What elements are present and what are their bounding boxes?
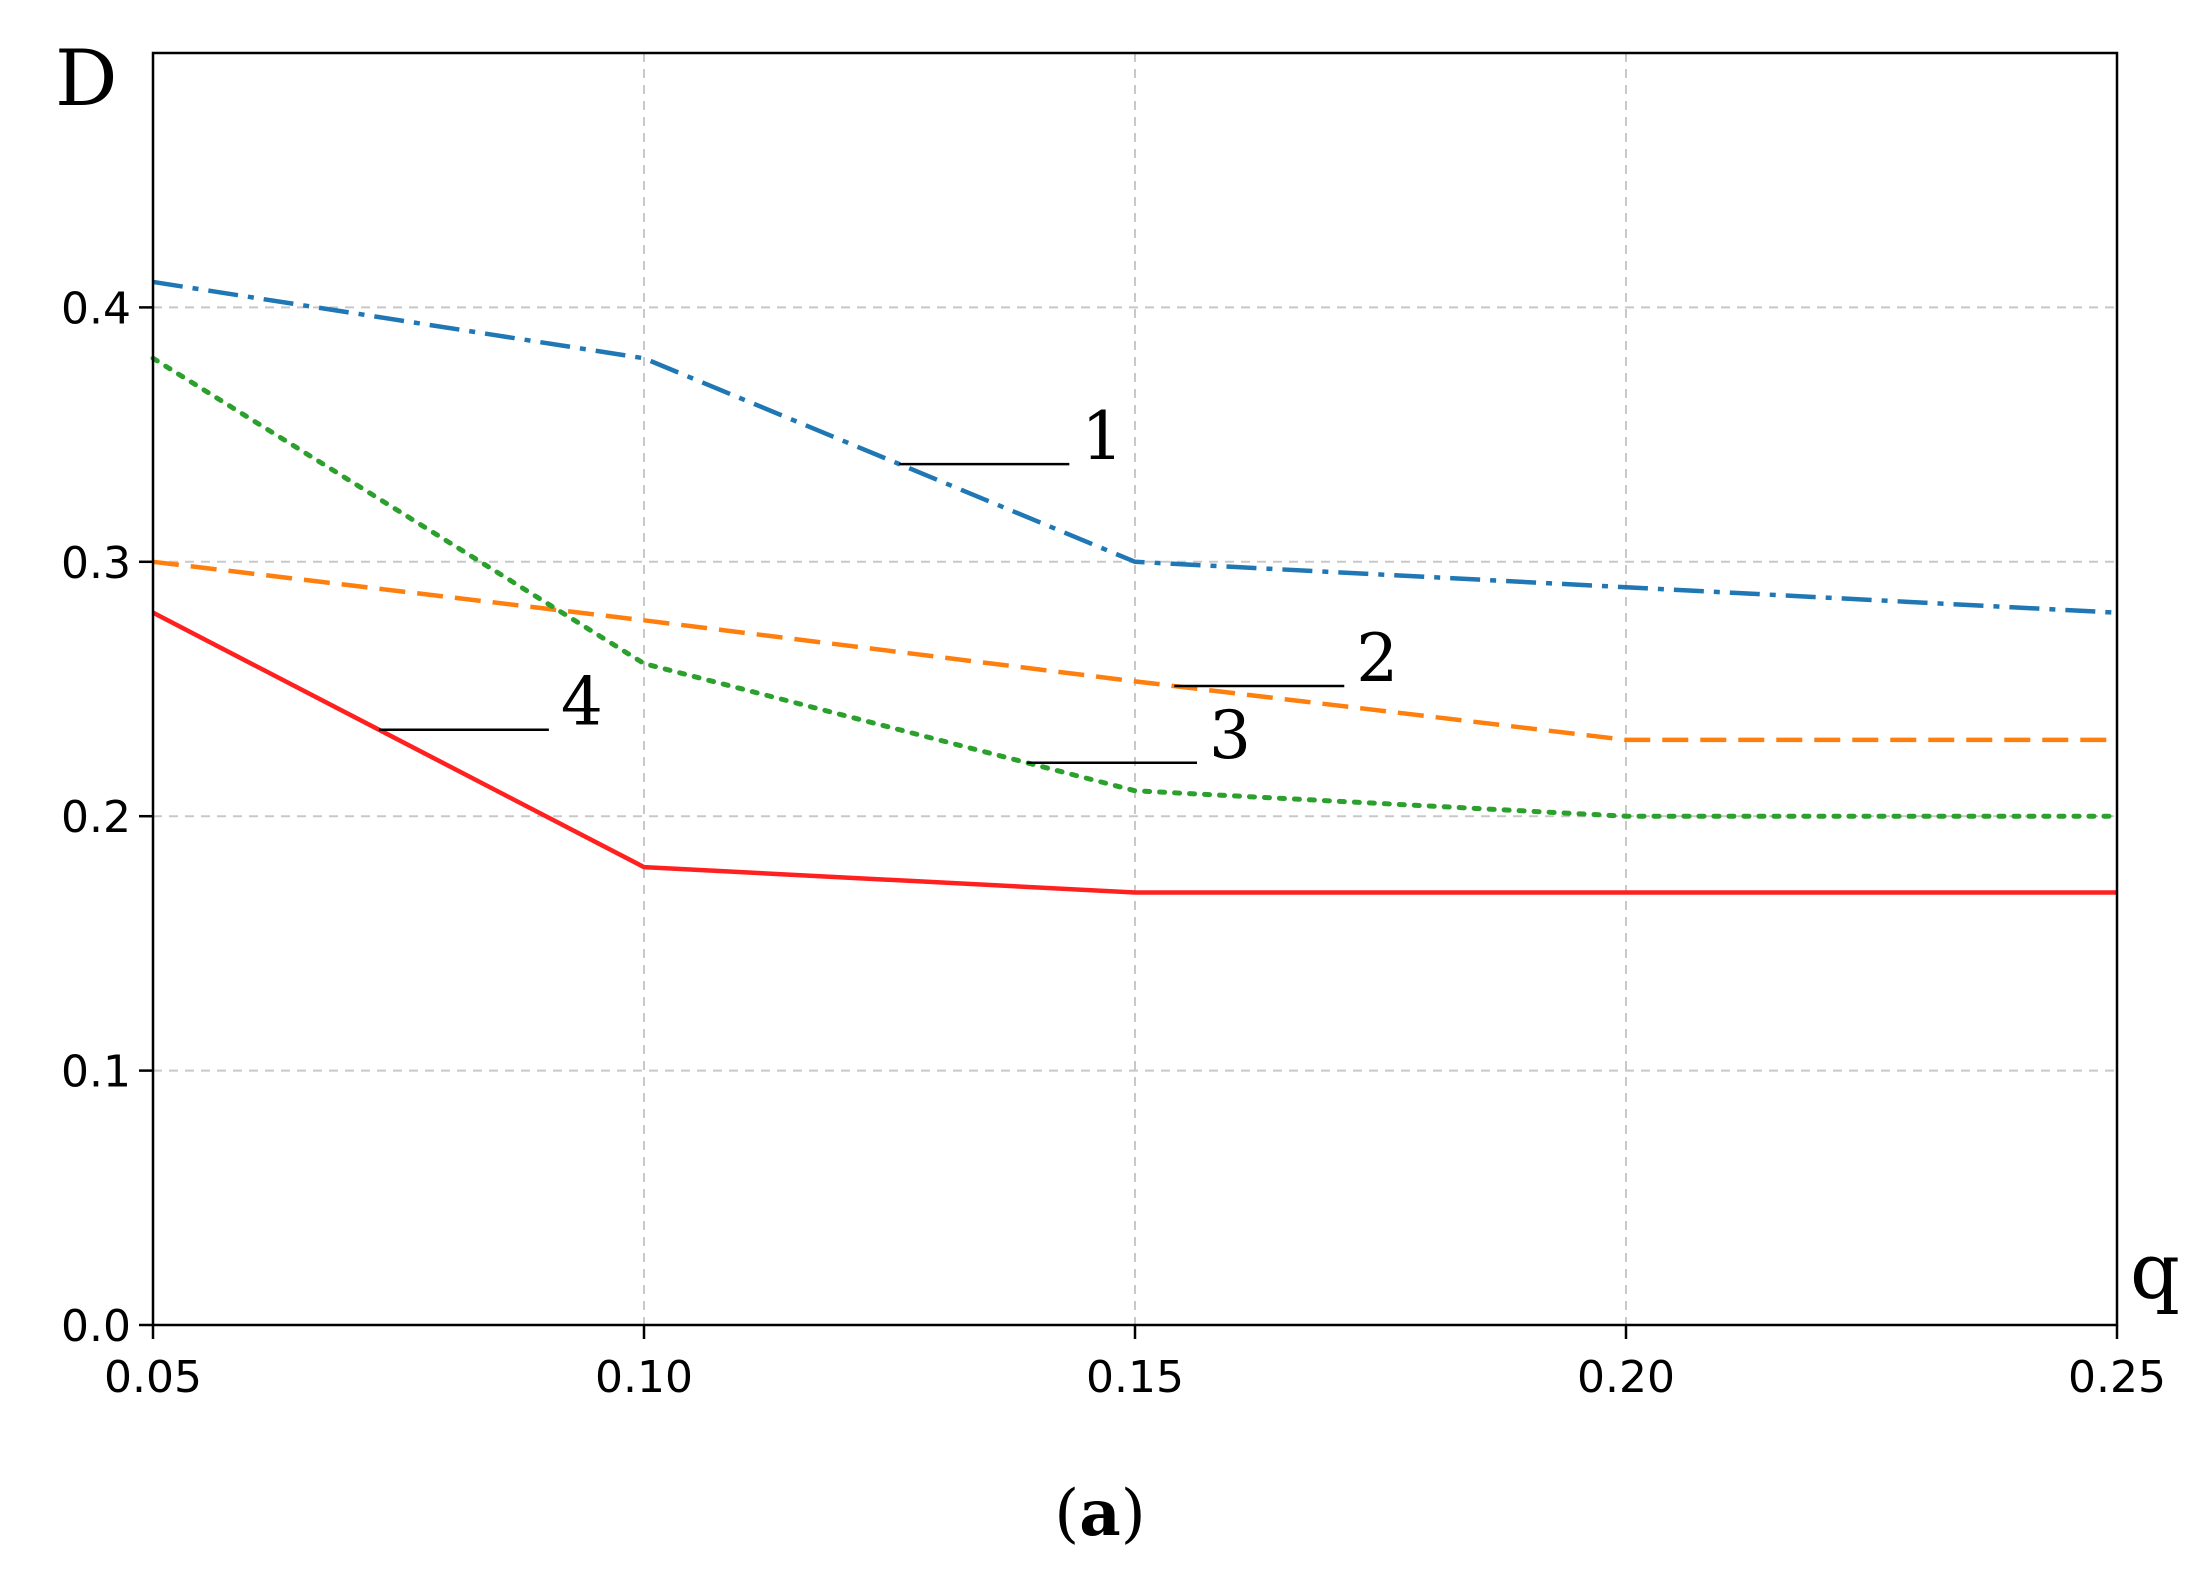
annotation-4-label: 4 bbox=[561, 664, 603, 741]
figure-caption: (a) bbox=[1054, 1476, 1145, 1551]
series-2-line bbox=[152, 559, 2117, 743]
caption-close-paren: ) bbox=[1121, 1477, 1146, 1551]
x-tick-label: 0.20 bbox=[1577, 1352, 1675, 1403]
grid-lines bbox=[152, 53, 2118, 1326]
axis-ticks: 0.05 0.10 0.15 0.20 0.25 0.0 0.1 0.2 0.3 0.4 bbox=[61, 283, 2166, 1403]
series-4-line bbox=[151, 610, 2117, 895]
caption-open-paren: ( bbox=[1054, 1477, 1079, 1551]
y-tick-label: 0.2 bbox=[61, 792, 131, 843]
annotation-1-label: 1 bbox=[1081, 398, 1123, 475]
annotation-2-label: 2 bbox=[1356, 620, 1398, 697]
y-tick-label: 0.3 bbox=[61, 538, 131, 589]
series-lines bbox=[150, 279, 2120, 895]
annotation-3-label: 3 bbox=[1209, 697, 1251, 774]
y-axis-label: D bbox=[55, 34, 118, 124]
series-3-line bbox=[150, 355, 2120, 819]
x-tick-label: 0.25 bbox=[2068, 1352, 2166, 1403]
y-tick-label: 0.4 bbox=[61, 283, 131, 334]
plot-frame bbox=[151, 51, 2119, 1327]
x-axis-label: q bbox=[2130, 1227, 2180, 1317]
caption-letter: a bbox=[1079, 1476, 1120, 1551]
x-tick-label: 0.05 bbox=[104, 1352, 202, 1403]
series-1-line bbox=[152, 279, 2118, 615]
curve-annotations: 1 2 3 4 bbox=[378, 398, 1398, 774]
y-tick-label: 0.0 bbox=[61, 1301, 131, 1352]
x-tick-label: 0.10 bbox=[595, 1352, 693, 1403]
y-tick-label: 0.1 bbox=[61, 1047, 131, 1098]
x-tick-label: 0.15 bbox=[1086, 1352, 1184, 1403]
